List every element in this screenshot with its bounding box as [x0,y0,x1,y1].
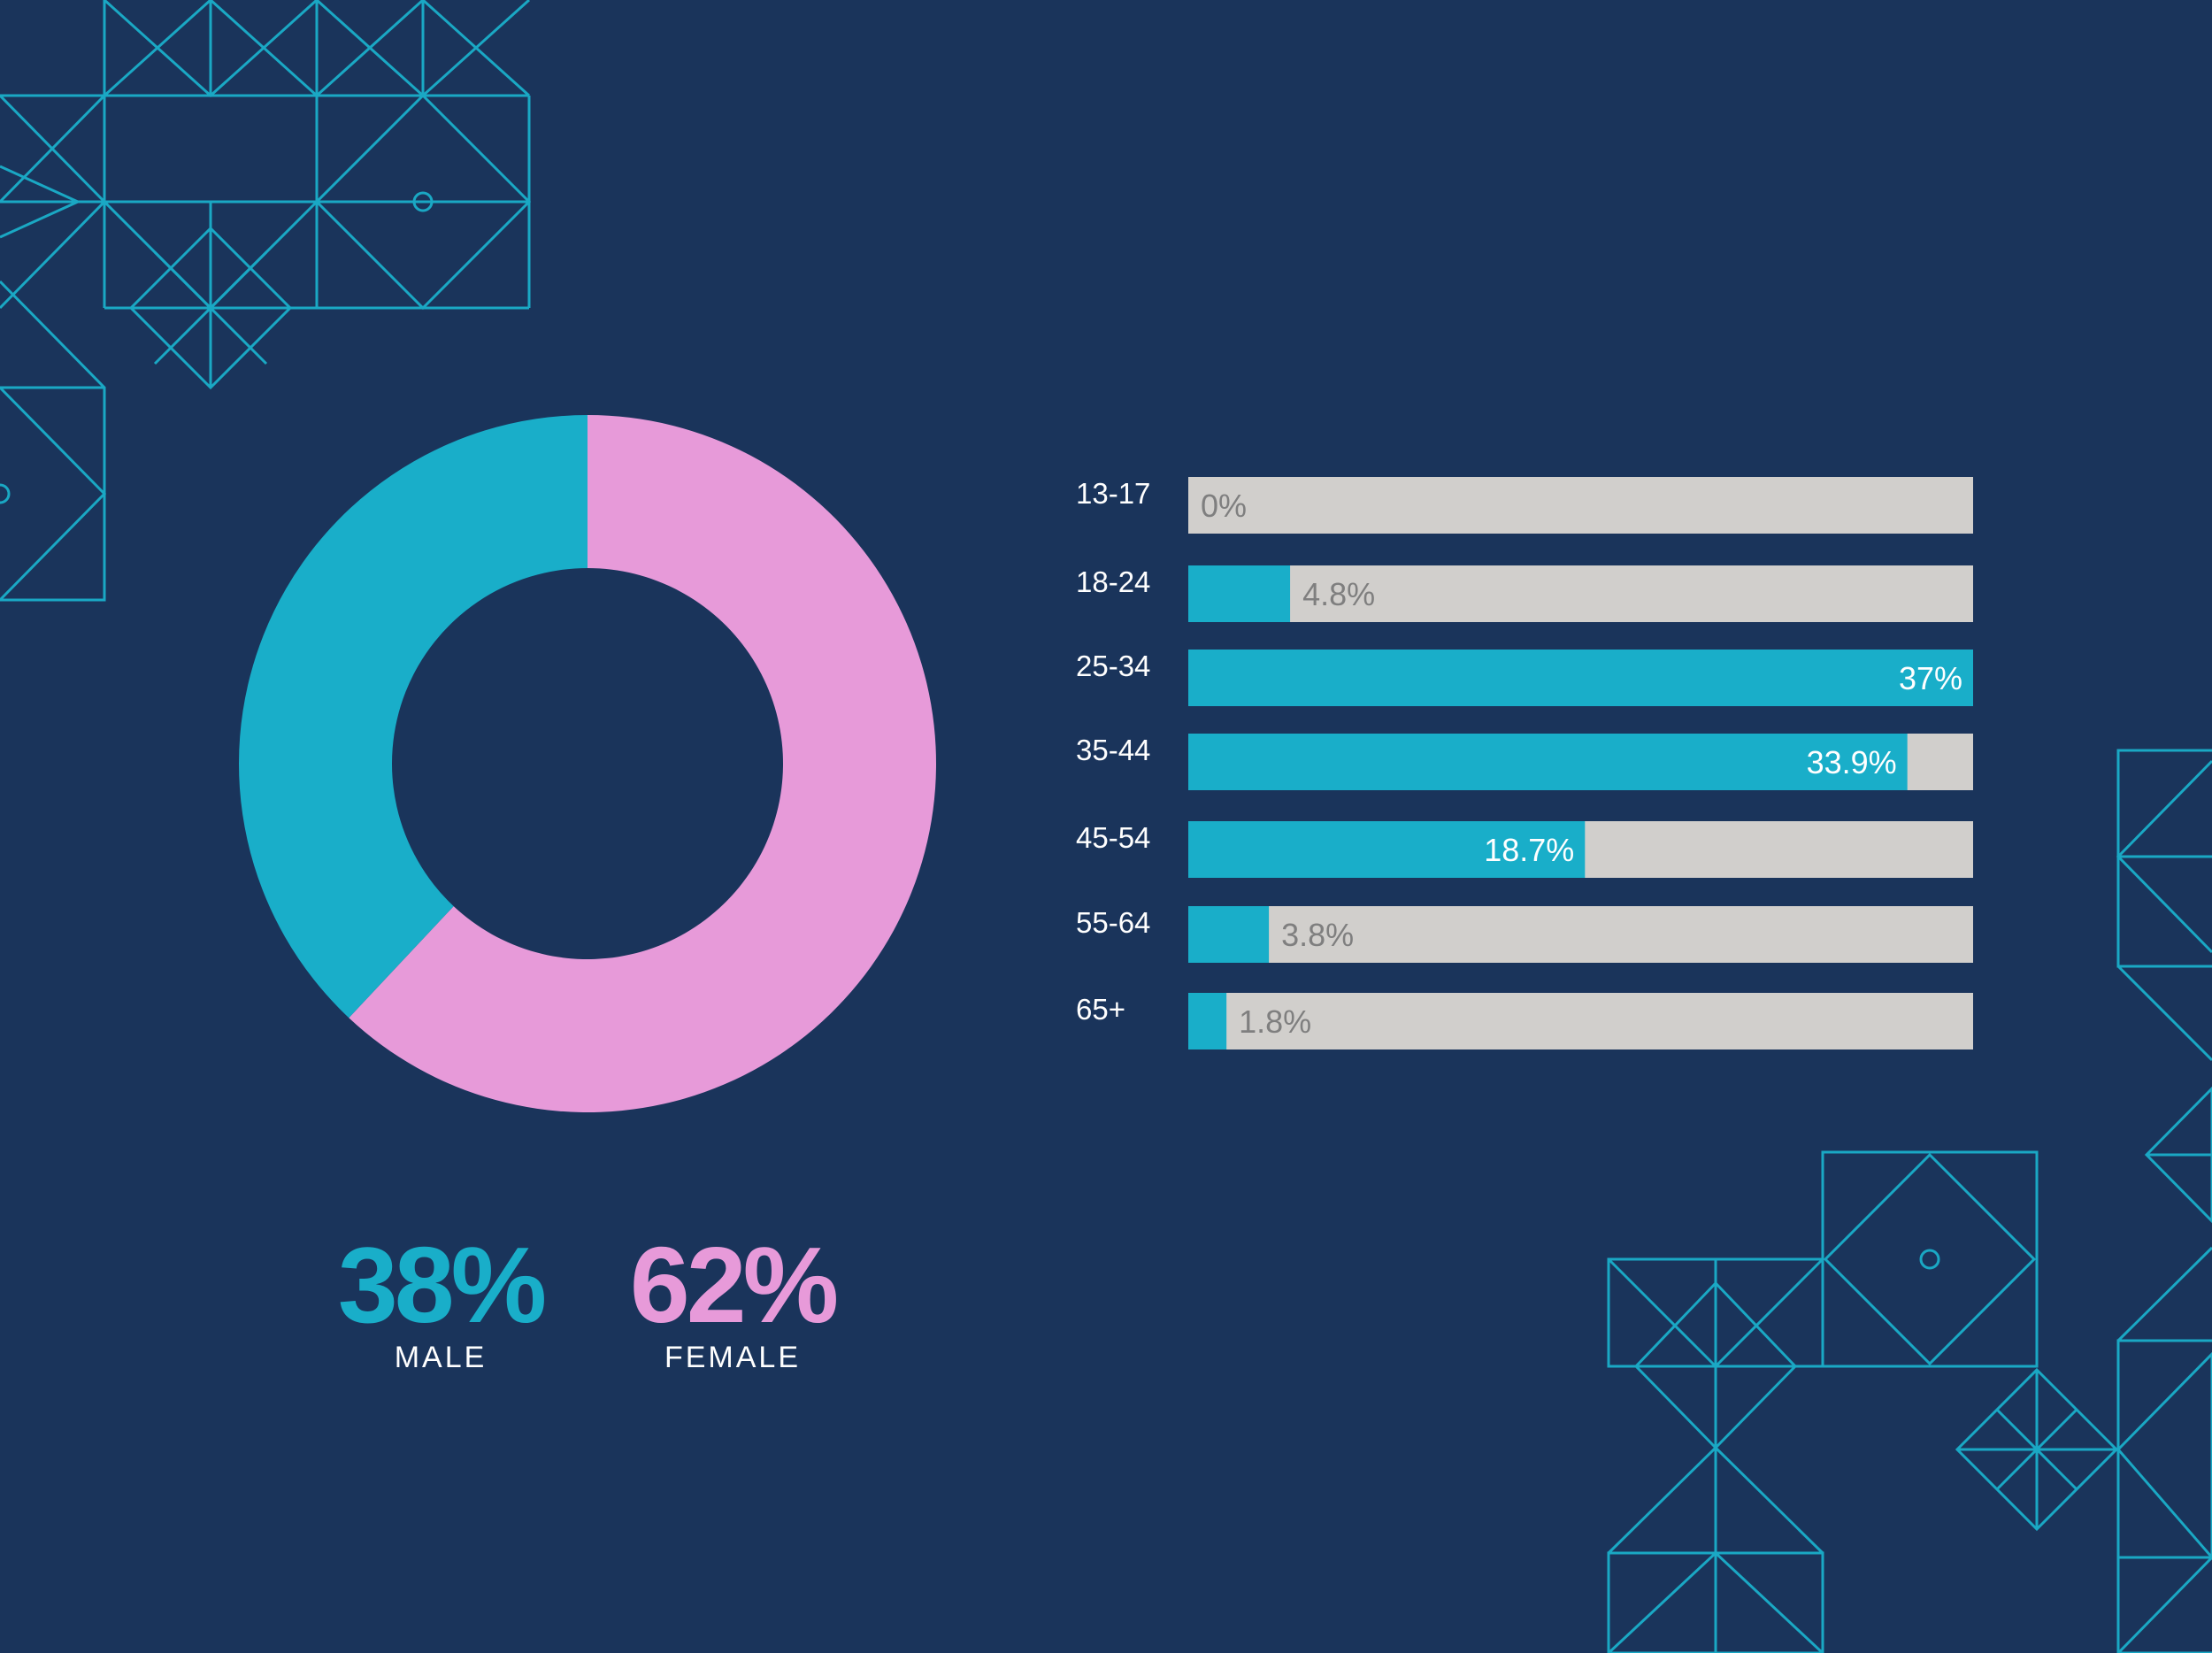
bar-row-18-24: 18-24 4.8% [1076,565,1973,622]
bar-value-label: 37% [1899,660,1962,696]
bar-fill [1188,565,1291,622]
donut-slice-male [239,415,588,1019]
bar-category-label: 65+ [1076,993,1125,1026]
bar-fill [1188,906,1270,963]
bar-row-65+: 65+ 1.8% [1076,993,1973,1049]
bar-category-label: 45-54 [1076,821,1150,854]
donut-slice-female [349,415,936,1112]
female-label: FEMALE [664,1341,801,1374]
bar-row-35-44: 35-44 33.9% [1076,734,1973,790]
bar-track [1188,906,1973,963]
male-percentage: 38% [338,1225,545,1345]
bar-fill [1188,734,1908,790]
pattern-top-left [0,0,532,602]
bar-category-label: 13-17 [1076,477,1150,510]
bar-track [1188,565,1973,622]
pattern-bottom-right [1607,749,2212,1653]
bar-value-label: 33.9% [1807,744,1897,780]
bar-category-label: 18-24 [1076,565,1150,598]
bar-fill [1188,821,1586,878]
bar-rows: 13-17 0% 18-24 4.8% 25-34 37% 35-44 33.9% 45-54 1… [1076,477,1973,1049]
bar-value-label: 18.7% [1484,832,1574,868]
bar-category-label: 25-34 [1076,650,1150,682]
bar-category-label: 35-44 [1076,734,1150,766]
bar-fill [1188,650,1973,706]
bar-row-45-54: 45-54 18.7% [1076,821,1973,878]
female-percentage: 62% [630,1225,837,1345]
bar-value-label: 0% [1201,488,1247,524]
bar-row-13-17: 13-17 0% [1076,477,1973,534]
bar-category-label: 55-64 [1076,906,1150,939]
donut-slices [239,415,936,1112]
bar-row-55-64: 55-64 3.8% [1076,906,1973,963]
bar-fill [1188,993,1227,1049]
bar-value-label: 1.8% [1239,1003,1311,1040]
bar-row-25-34: 25-34 37% [1076,650,1973,706]
bar-track [1188,477,1973,534]
bar-value-label: 3.8% [1281,917,1354,953]
bar-track [1188,993,1973,1049]
bar-value-label: 4.8% [1302,576,1375,612]
male-label: MALE [395,1341,488,1374]
